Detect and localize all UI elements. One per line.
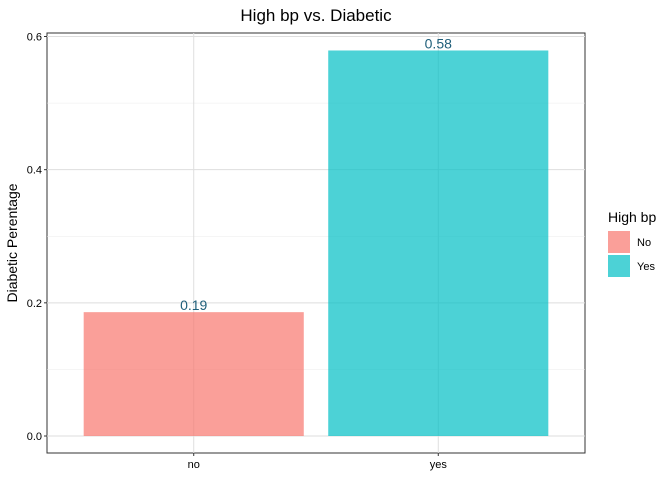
legend-label-no: No — [637, 237, 651, 249]
x-axis-ticks: no yes — [188, 453, 448, 471]
data-labels-group: 0.19 0.58 — [180, 35, 452, 313]
bar-yes — [328, 50, 549, 437]
x-tick-label-yes: yes — [430, 459, 448, 471]
bar-no — [83, 312, 304, 436]
bars-group — [83, 50, 549, 437]
chart-title: High bp vs. Diabetic — [240, 6, 392, 25]
y-tick-label: 0.6 — [27, 32, 42, 44]
legend-key-no — [608, 231, 630, 253]
legend-key-yes — [608, 255, 630, 277]
y-tick-label: 0.0 — [27, 431, 42, 443]
legend-label-yes: Yes — [637, 261, 655, 273]
y-axis-ticks: 0.0 0.2 0.4 0.6 — [27, 32, 47, 443]
y-tick-label: 0.4 — [27, 165, 42, 177]
data-label-no: 0.19 — [180, 297, 207, 313]
plot-panel-border — [46, 32, 586, 454]
y-axis-title: Diabetic Perentage — [4, 183, 20, 302]
legend: High bp No Yes — [608, 209, 656, 277]
x-tick-label-no: no — [188, 459, 200, 471]
y-tick-label: 0.2 — [27, 298, 42, 310]
legend-title: High bp — [608, 209, 656, 225]
data-label-yes: 0.58 — [425, 35, 452, 51]
legend-items: No Yes — [608, 231, 655, 277]
